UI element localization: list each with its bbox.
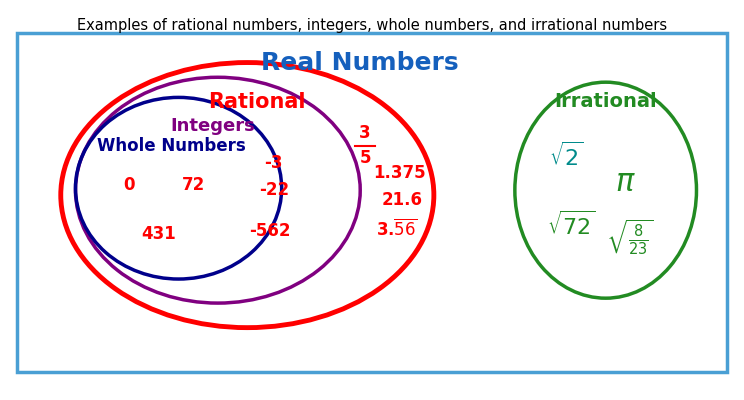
- Text: Irrational: Irrational: [554, 92, 657, 111]
- Text: $\sqrt{2}$: $\sqrt{2}$: [549, 142, 583, 170]
- Text: -562: -562: [249, 222, 291, 240]
- Text: Real Numbers: Real Numbers: [261, 51, 459, 75]
- Text: -3: -3: [265, 154, 283, 172]
- FancyBboxPatch shape: [16, 33, 728, 372]
- Text: 0: 0: [124, 176, 135, 194]
- Text: 72: 72: [182, 176, 205, 194]
- Text: Whole Numbers: Whole Numbers: [97, 137, 246, 155]
- Text: 1.375: 1.375: [373, 164, 426, 182]
- Text: $\sqrt{\frac{8}{23}}$: $\sqrt{\frac{8}{23}}$: [606, 218, 654, 257]
- Text: 3: 3: [359, 124, 371, 142]
- Text: 21.6: 21.6: [382, 191, 423, 209]
- Text: Integers: Integers: [170, 117, 255, 135]
- Text: 5: 5: [359, 149, 371, 167]
- Text: Rational: Rational: [208, 92, 306, 112]
- Text: $\sqrt{72}$: $\sqrt{72}$: [547, 210, 596, 239]
- Text: $\pi$: $\pi$: [615, 168, 635, 197]
- Text: 431: 431: [141, 225, 176, 243]
- Text: Examples of rational numbers, integers, whole numbers, and irrational numbers: Examples of rational numbers, integers, …: [77, 18, 667, 33]
- Text: 3.$\overline{56}$: 3.$\overline{56}$: [376, 219, 417, 240]
- Text: -22: -22: [259, 181, 289, 199]
